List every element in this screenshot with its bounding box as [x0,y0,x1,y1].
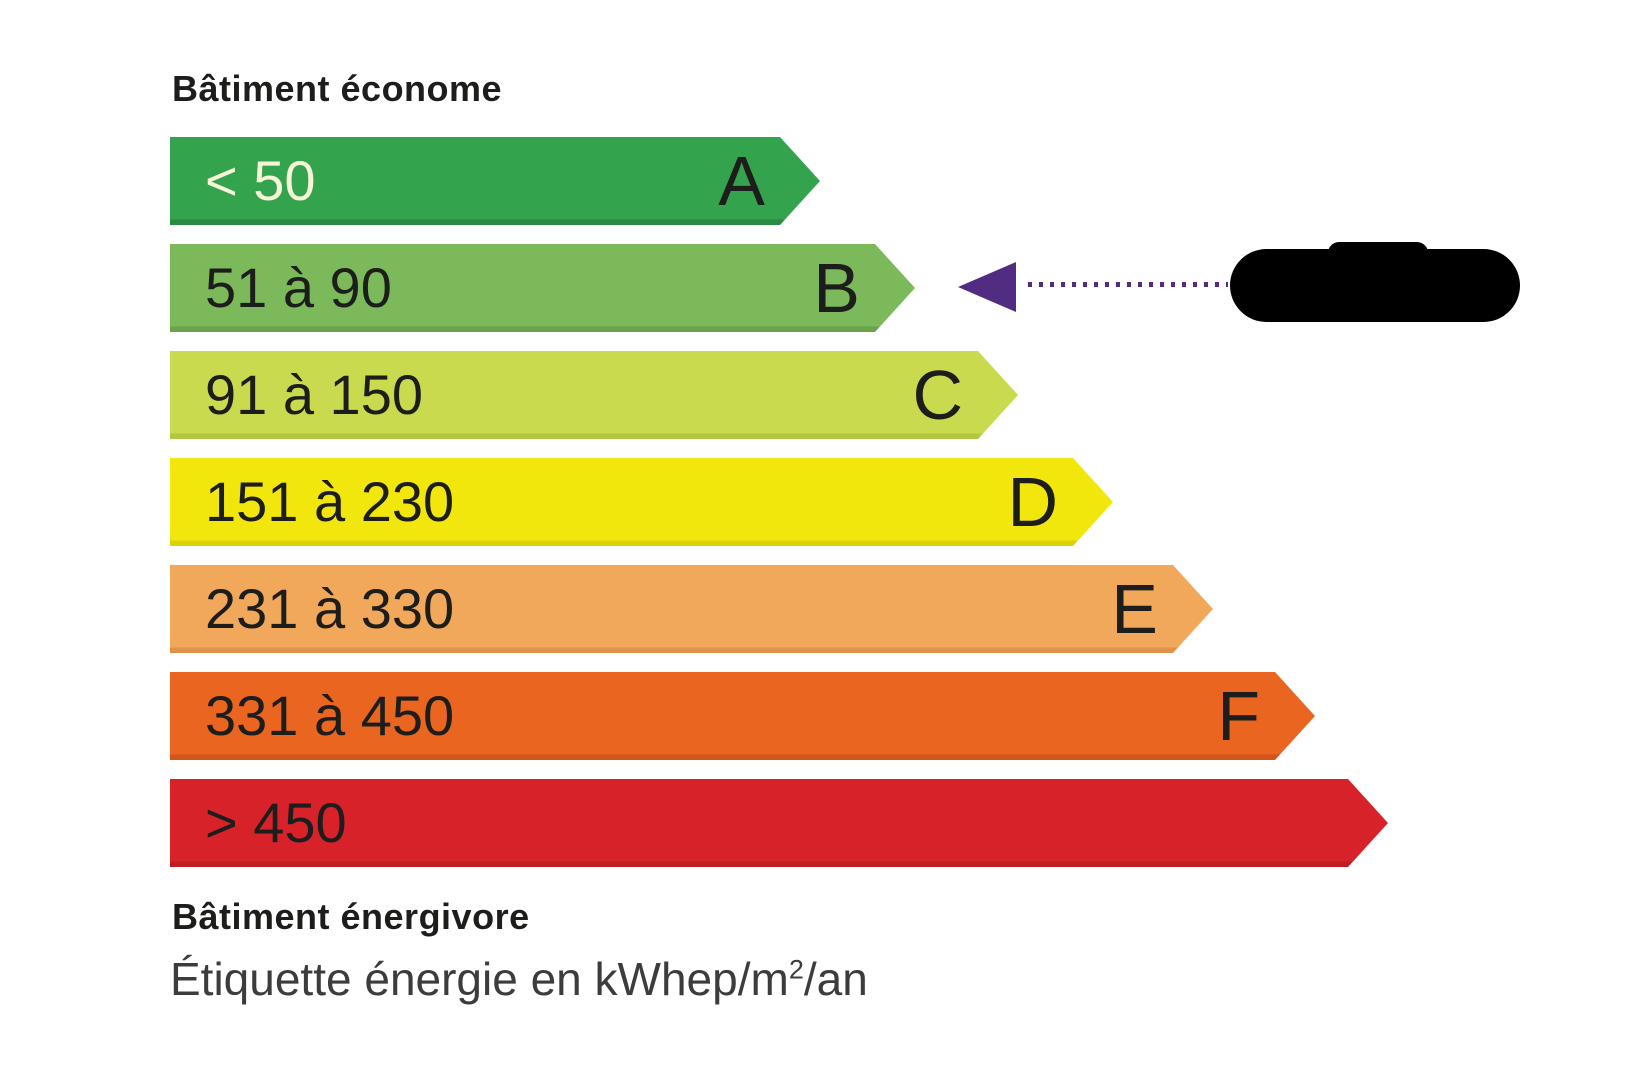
energy-class-bar-c: 91 à 150 C [170,351,1018,439]
energy-class-letter: C [912,356,963,434]
rating-pointer-arrow-icon [958,262,1016,312]
rating-pointer-dotted-line [1028,282,1228,287]
energy-class-range: 91 à 150 [205,363,423,426]
caption-superscript: 2 [788,954,804,985]
energy-class-letter: E [1111,570,1158,648]
energy-class-bar-a: < 50 A [170,137,820,225]
energy-label-caption: Étiquette énergie en kWhep/m2/an [170,952,868,1006]
energy-class-bar-f: 331 à 450 F [170,672,1315,760]
energy-class-range: 151 à 230 [205,470,455,533]
energy-class-bar-b: 51 à 90 B [170,244,915,332]
energy-class-letter: A [718,142,765,220]
caption-text: Étiquette énergie en kWhep/m [170,953,789,1005]
energy-class-range: 51 à 90 [205,256,392,319]
energy-class-letter: B [813,249,860,327]
energy-class-letter: F [1217,677,1260,755]
economical-building-label: Bâtiment économe [172,68,503,109]
energy-class-bar-d: 151 à 230 D [170,458,1113,546]
energy-class-letter: D [1007,463,1058,541]
energy-intensive-building-label: Bâtiment énergivore [172,896,530,937]
energy-class-bar-g: > 450 [170,779,1388,867]
caption-suffix: /an [803,953,868,1005]
energy-class-range: > 450 [205,791,347,854]
energy-class-range: 331 à 450 [205,684,455,747]
redacted-value-blob [1230,242,1520,322]
energy-class-range: 231 à 330 [205,577,455,640]
energy-class-range: < 50 [205,149,316,212]
energy-class-bar-e: 231 à 330 E [170,565,1213,653]
